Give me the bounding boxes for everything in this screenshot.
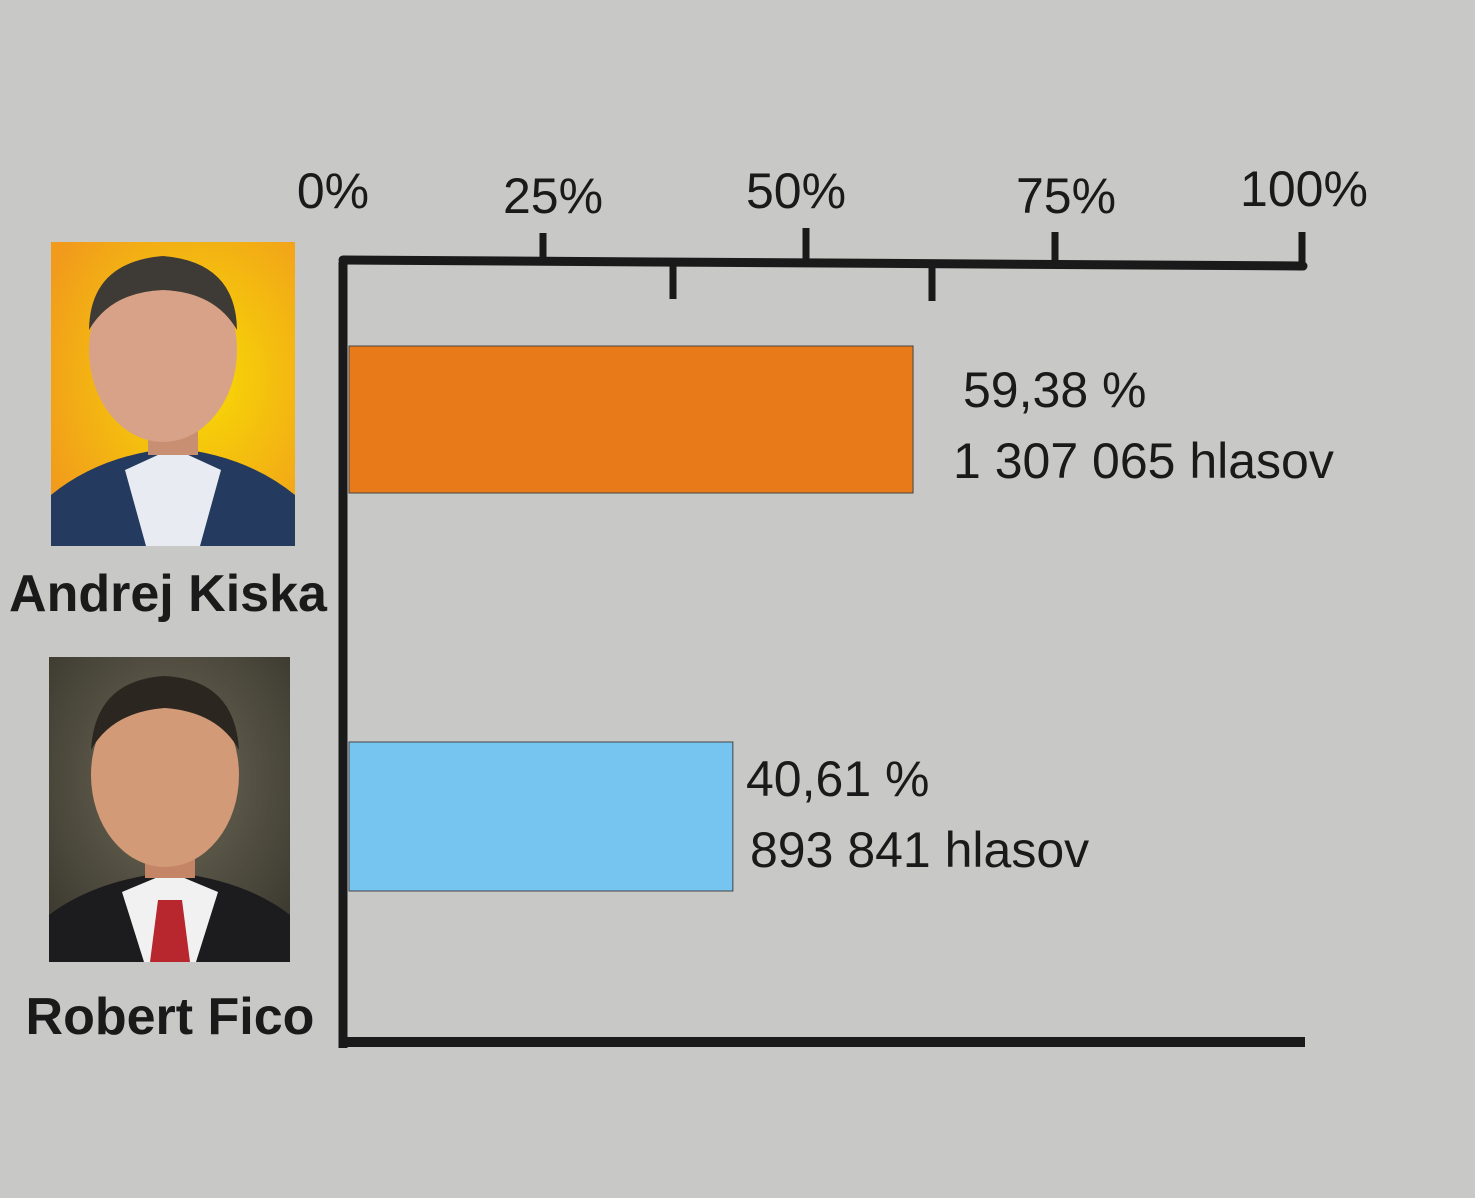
tick-label-4: 100% bbox=[1240, 161, 1368, 217]
portraits bbox=[49, 242, 295, 962]
vote-label-0: 1 307 065 hlasov bbox=[953, 433, 1334, 489]
face bbox=[91, 683, 239, 867]
hair bbox=[91, 676, 239, 750]
data-labels: 59,38 % 1 307 065 hlasov 40,61 % 893 841 hl… bbox=[746, 362, 1334, 878]
tick-label-0: 0% bbox=[297, 163, 369, 219]
tie bbox=[150, 900, 190, 962]
tick-label-3: 75% bbox=[1016, 168, 1116, 224]
top-axis-line bbox=[338, 255, 1308, 271]
candidate-names: Andrej Kiska Robert Fico bbox=[9, 565, 328, 1046]
bar-1 bbox=[348, 741, 734, 892]
portrait-robert-fico bbox=[49, 657, 290, 962]
tick-label-2: 50% bbox=[746, 163, 846, 219]
bars bbox=[348, 345, 914, 892]
portrait-andrej-kiska bbox=[51, 242, 295, 546]
tick-labels: 0% 25% 50% 75% 100% bbox=[297, 161, 1368, 224]
candidate-name-0: Andrej Kiska bbox=[9, 565, 328, 623]
axis bbox=[338, 228, 1308, 1048]
value-label-1: 40,61 % bbox=[746, 751, 929, 807]
hair bbox=[89, 256, 237, 330]
tick-label-1: 25% bbox=[503, 168, 603, 224]
vote-label-1: 893 841 hlasov bbox=[750, 822, 1089, 878]
value-label-0: 59,38 % bbox=[963, 362, 1146, 418]
shirt-collar bbox=[125, 448, 221, 546]
candidate-name-1: Robert Fico bbox=[26, 988, 315, 1046]
bar-0 bbox=[348, 345, 914, 494]
face bbox=[89, 258, 237, 442]
